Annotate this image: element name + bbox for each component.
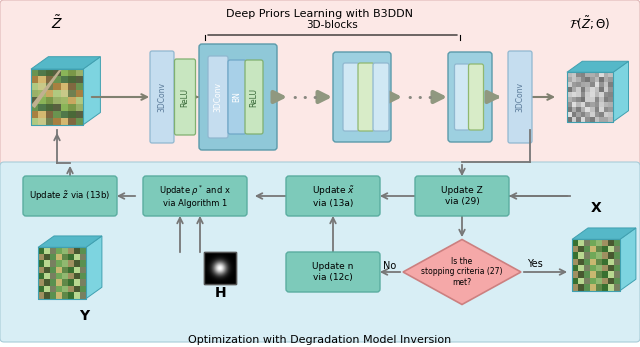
Polygon shape <box>614 284 620 291</box>
Polygon shape <box>595 107 599 112</box>
Polygon shape <box>580 117 586 122</box>
Polygon shape <box>62 254 68 260</box>
Polygon shape <box>572 102 576 107</box>
Polygon shape <box>604 117 609 122</box>
Polygon shape <box>74 286 80 292</box>
Polygon shape <box>46 76 53 83</box>
Polygon shape <box>584 239 590 246</box>
Polygon shape <box>580 97 586 102</box>
Text: $\mathbf{Y}$: $\mathbf{Y}$ <box>79 309 91 323</box>
Polygon shape <box>604 102 609 107</box>
Polygon shape <box>572 252 578 259</box>
Polygon shape <box>614 265 620 271</box>
Polygon shape <box>596 252 602 259</box>
Text: Is the
stopping criteria (27)
met?: Is the stopping criteria (27) met? <box>421 257 503 287</box>
Polygon shape <box>608 284 614 291</box>
FancyBboxPatch shape <box>343 63 359 131</box>
Polygon shape <box>80 279 86 286</box>
Polygon shape <box>68 292 74 299</box>
Polygon shape <box>62 292 68 299</box>
Polygon shape <box>590 284 596 291</box>
FancyBboxPatch shape <box>415 176 509 216</box>
Polygon shape <box>68 83 76 90</box>
Polygon shape <box>62 286 68 292</box>
Polygon shape <box>602 259 608 265</box>
Text: Deep Priors Learning with B3DDN: Deep Priors Learning with B3DDN <box>227 9 413 19</box>
Polygon shape <box>62 260 68 266</box>
Polygon shape <box>76 111 83 118</box>
Polygon shape <box>572 87 576 92</box>
Polygon shape <box>31 97 38 104</box>
Polygon shape <box>590 271 596 278</box>
Polygon shape <box>31 83 38 90</box>
Polygon shape <box>586 102 590 107</box>
Polygon shape <box>44 273 50 279</box>
Polygon shape <box>567 61 628 72</box>
Polygon shape <box>567 87 572 92</box>
Polygon shape <box>50 279 56 286</box>
Text: $\mathbf{H}$: $\mathbf{H}$ <box>214 286 226 300</box>
Polygon shape <box>572 82 576 87</box>
Polygon shape <box>614 239 620 246</box>
Polygon shape <box>68 76 76 83</box>
Polygon shape <box>74 260 80 266</box>
Polygon shape <box>83 57 100 125</box>
Polygon shape <box>53 76 61 83</box>
Polygon shape <box>578 284 584 291</box>
Polygon shape <box>602 278 608 284</box>
Polygon shape <box>46 104 53 111</box>
Polygon shape <box>602 265 608 271</box>
Polygon shape <box>580 82 586 87</box>
Polygon shape <box>604 97 609 102</box>
Polygon shape <box>578 271 584 278</box>
Polygon shape <box>74 266 80 273</box>
Polygon shape <box>608 239 614 246</box>
Polygon shape <box>61 76 68 83</box>
Polygon shape <box>595 97 599 102</box>
Polygon shape <box>586 112 590 117</box>
Polygon shape <box>595 112 599 117</box>
Polygon shape <box>602 246 608 252</box>
Polygon shape <box>567 102 572 107</box>
Polygon shape <box>80 292 86 299</box>
Polygon shape <box>596 259 602 265</box>
Polygon shape <box>584 278 590 284</box>
Polygon shape <box>590 77 595 82</box>
Polygon shape <box>76 76 83 83</box>
Polygon shape <box>31 76 38 83</box>
Polygon shape <box>567 72 613 122</box>
Polygon shape <box>53 104 61 111</box>
Polygon shape <box>31 111 38 118</box>
Polygon shape <box>578 278 584 284</box>
Text: ReLU: ReLU <box>250 87 259 107</box>
Polygon shape <box>86 236 102 299</box>
Polygon shape <box>46 118 53 125</box>
FancyBboxPatch shape <box>508 51 532 143</box>
Polygon shape <box>595 87 599 92</box>
Text: • • •: • • • <box>407 93 433 103</box>
Polygon shape <box>38 247 86 299</box>
Polygon shape <box>586 117 590 122</box>
Polygon shape <box>61 69 68 76</box>
Polygon shape <box>572 239 578 246</box>
Polygon shape <box>567 77 572 82</box>
Polygon shape <box>590 265 596 271</box>
Polygon shape <box>599 72 604 77</box>
Polygon shape <box>50 266 56 273</box>
Polygon shape <box>80 286 86 292</box>
Polygon shape <box>38 254 44 260</box>
Polygon shape <box>608 252 614 259</box>
FancyBboxPatch shape <box>245 60 263 134</box>
FancyBboxPatch shape <box>199 44 277 150</box>
FancyBboxPatch shape <box>333 52 391 142</box>
Polygon shape <box>576 117 580 122</box>
Polygon shape <box>62 247 68 254</box>
Polygon shape <box>590 107 595 112</box>
Polygon shape <box>586 72 590 77</box>
Polygon shape <box>590 82 595 87</box>
FancyBboxPatch shape <box>0 162 640 342</box>
Polygon shape <box>567 92 572 97</box>
Polygon shape <box>604 92 609 97</box>
Polygon shape <box>68 254 74 260</box>
Polygon shape <box>599 82 604 87</box>
